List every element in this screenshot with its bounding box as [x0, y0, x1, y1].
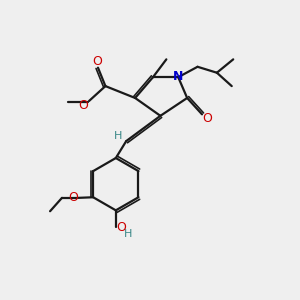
Text: O: O [202, 112, 212, 125]
Text: O: O [68, 191, 78, 204]
Text: N: N [172, 70, 183, 83]
Text: O: O [92, 55, 102, 68]
Text: H: H [114, 131, 122, 141]
Text: O: O [116, 221, 126, 234]
Text: O: O [78, 99, 88, 112]
Text: H: H [124, 229, 133, 239]
